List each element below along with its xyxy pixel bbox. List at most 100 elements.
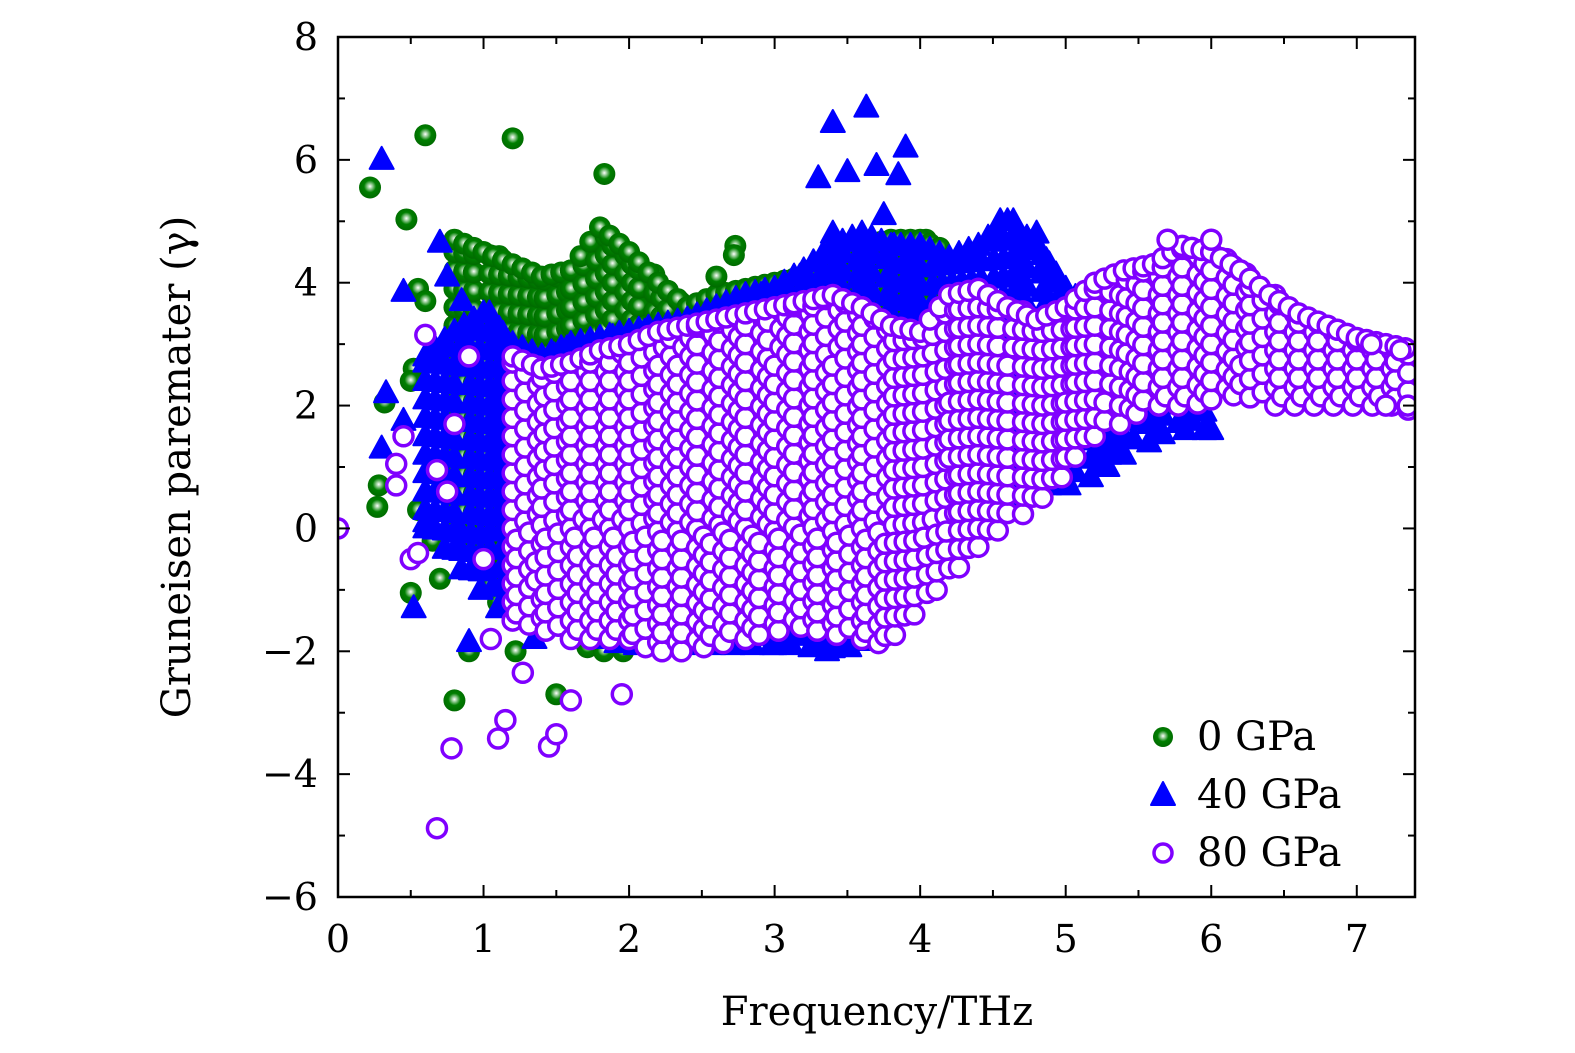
data-point — [359, 176, 382, 199]
data-point — [1031, 486, 1054, 509]
y-axis-title: Gruneisen paremater (γ) — [154, 216, 200, 718]
y-tick-label: −2 — [262, 629, 318, 673]
data-point — [883, 623, 907, 647]
data-point — [987, 207, 1014, 232]
data-point — [501, 127, 524, 150]
data-point — [400, 594, 427, 619]
legend-label-40gpa: 40 GPa — [1197, 772, 1342, 818]
data-point — [858, 240, 885, 265]
data-point — [390, 277, 417, 302]
legend-marker-80gpa — [1152, 842, 1174, 864]
data-point — [885, 161, 912, 186]
data-point — [1064, 445, 1087, 469]
x-tick-label: 6 — [1199, 917, 1223, 961]
y-tick-label: −4 — [262, 752, 318, 796]
x-axis-title: Frequency/THz — [721, 989, 1033, 1035]
data-point — [414, 124, 437, 147]
data-point — [1094, 453, 1121, 477]
y-tick-label: 8 — [294, 15, 318, 59]
data-point — [472, 547, 495, 571]
data-point — [428, 567, 451, 590]
x-tick-label: 2 — [617, 917, 641, 961]
data-point — [1199, 228, 1223, 251]
y-tick-label: 0 — [294, 506, 318, 550]
data-point — [1198, 416, 1225, 441]
data-point — [443, 689, 466, 712]
data-point — [443, 412, 466, 436]
data-point — [1156, 228, 1179, 251]
data-point — [947, 556, 971, 579]
x-tick-label: 4 — [908, 917, 932, 961]
data-point — [1374, 394, 1398, 417]
data-point — [1033, 246, 1060, 271]
y-tick-label: 2 — [294, 384, 318, 428]
data-point — [384, 452, 408, 476]
data-point — [1023, 231, 1050, 256]
data-point — [426, 228, 453, 253]
legend-marker-40gpa — [1150, 781, 1176, 806]
data-point — [504, 640, 527, 663]
legend-marker-0gpa — [1153, 727, 1173, 747]
x-tick-label: 1 — [471, 917, 495, 961]
x-tick-label: 7 — [1345, 917, 1369, 961]
data-point — [425, 458, 449, 482]
data-point — [384, 474, 408, 497]
data-point — [1043, 260, 1069, 285]
data-point — [1389, 339, 1412, 362]
data-point — [392, 425, 415, 448]
data-point — [368, 434, 395, 459]
data-point — [805, 164, 832, 189]
data-point — [395, 208, 418, 231]
data-point — [412, 508, 439, 533]
data-point — [819, 634, 846, 659]
x-tick-label: 3 — [763, 917, 787, 961]
data-point — [440, 737, 463, 760]
data-point — [903, 603, 926, 626]
data-point — [494, 708, 517, 732]
data-point — [1013, 272, 1040, 297]
axis-ticks — [337, 36, 1415, 898]
data-point — [368, 145, 395, 170]
data-point — [870, 201, 897, 226]
data-point — [858, 258, 885, 283]
data-point — [435, 480, 459, 503]
data-point — [819, 219, 846, 244]
data-point — [511, 661, 535, 685]
x-tick-labels: 0 1 2 3 4 5 6 7 — [326, 917, 1369, 961]
series-80-gpa — [338, 228, 1415, 840]
data-point — [892, 133, 919, 158]
y-tick-label: −6 — [262, 875, 318, 919]
data-point — [373, 379, 400, 404]
data-point — [366, 495, 389, 518]
data-point — [425, 816, 449, 840]
legend-label-80gpa: 80 GPa — [1197, 830, 1342, 876]
data-point — [1096, 440, 1123, 465]
data-point — [367, 474, 390, 497]
data-point — [414, 323, 437, 347]
data-point — [610, 683, 634, 706]
data-point — [414, 290, 437, 313]
data-point — [448, 287, 475, 312]
y-tick-labels: −6 −4 −2 0 2 4 6 8 — [262, 15, 318, 919]
data-point — [761, 631, 788, 656]
data-point — [593, 162, 616, 185]
data-point — [722, 244, 745, 267]
data-point — [853, 93, 880, 118]
data-point — [705, 265, 728, 288]
y-tick-label: 6 — [294, 138, 318, 182]
data-point — [559, 689, 583, 712]
y-tick-label: 4 — [294, 261, 318, 305]
data-point — [1013, 254, 1040, 279]
x-tick-label: 0 — [326, 917, 350, 961]
data-point — [1360, 332, 1383, 356]
x-tick-label: 5 — [1054, 917, 1078, 961]
data-point — [479, 627, 503, 651]
data-point — [1023, 219, 1050, 244]
data-point — [457, 345, 481, 368]
data-point — [1120, 425, 1147, 450]
data-point — [925, 578, 948, 602]
data-point — [486, 727, 510, 750]
data-point — [1050, 465, 1074, 489]
data-marks — [338, 93, 1415, 840]
